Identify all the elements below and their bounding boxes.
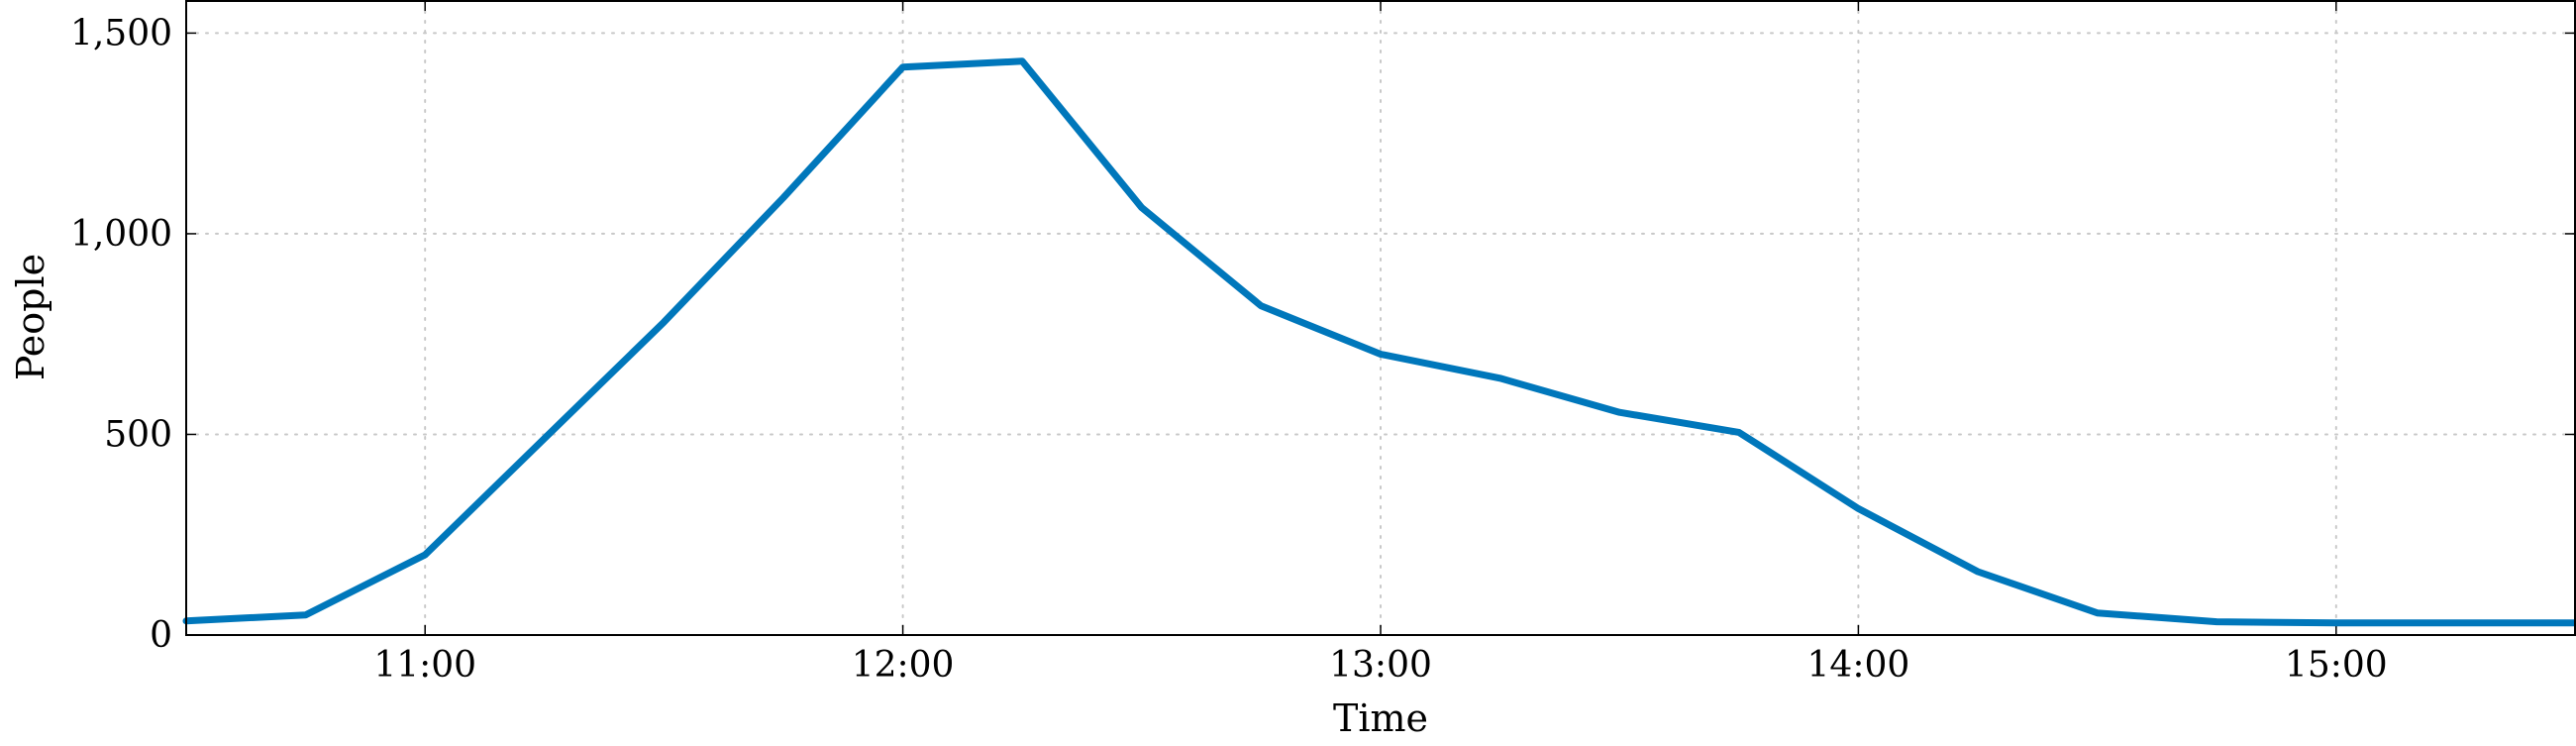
grid	[185, 0, 2576, 636]
x-tick-label: 14:00	[1807, 645, 1910, 686]
series-line	[182, 57, 2576, 627]
x-tick-label: 13:00	[1329, 645, 1432, 686]
y-tick-label: 500	[104, 414, 172, 455]
x-tick-label: 15:00	[2285, 645, 2388, 686]
series-layer	[182, 57, 2576, 627]
plot-frame	[185, 0, 2576, 636]
x-tick-label: 12:00	[852, 645, 955, 686]
x-axis-label: Time	[1333, 696, 1428, 740]
y-tick-label: 1,500	[70, 13, 172, 53]
y-tick-label: 0	[150, 615, 172, 656]
y-tick-label: 1,000	[70, 214, 172, 255]
x-tick-label: 11:00	[373, 645, 476, 686]
tick-labels: 11:00 12:00 13:00 14:00 15:00 0 500 1,000 1,500	[70, 13, 2388, 686]
y-axis-label: People	[9, 254, 52, 380]
